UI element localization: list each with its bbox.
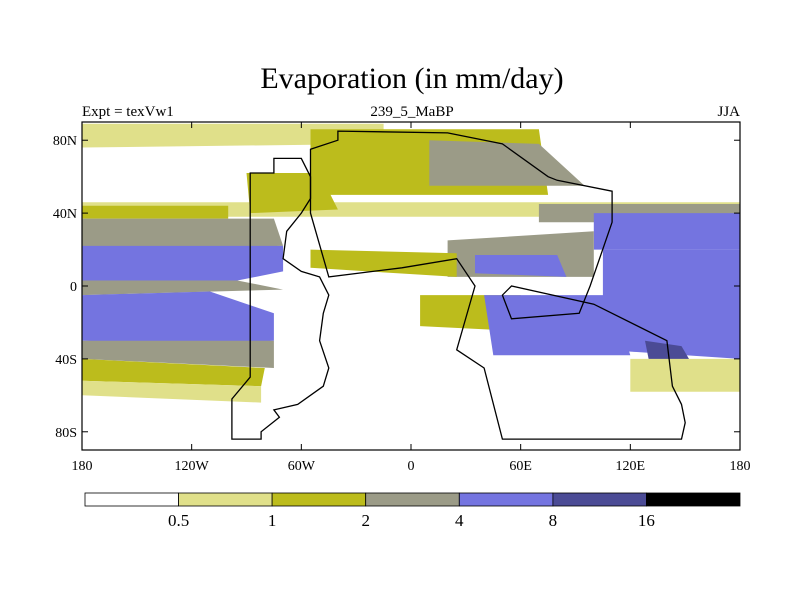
colorbar-label-5: 16: [638, 511, 655, 530]
contour-region-14: [593, 213, 740, 250]
contour-region-15: [602, 249, 740, 359]
contour-region-0: [82, 123, 384, 148]
colorbar: 0.5 1 2 4 8 16: [84, 492, 741, 530]
contour-region-2: [82, 205, 229, 219]
contour-region-17: [475, 255, 567, 277]
colorbar-box-2: [271, 492, 367, 507]
contour-region-20: [484, 295, 631, 356]
y-tick-label-2: 0: [70, 280, 77, 295]
colorbar-label-0: 0.5: [168, 511, 189, 530]
y-tick-label-1: 40N: [53, 207, 77, 222]
contour-region-7: [82, 340, 274, 368]
contour-region-18: [310, 249, 457, 277]
colorbar-box-6: [646, 492, 741, 507]
x-tick-label-6: 180: [730, 459, 751, 474]
contour-region-4: [82, 245, 284, 281]
y-tick-label-0: 80N: [53, 134, 77, 149]
x-tick-label-1: 120W: [175, 459, 210, 474]
x-tick-label-4: 60E: [509, 459, 532, 474]
contour-region-3: [82, 218, 284, 250]
x-tick-label-2: 60W: [288, 459, 316, 474]
continent-outline-layer: [231, 130, 686, 440]
chart-title: Evaporation (in mm/day): [260, 62, 563, 95]
colorbar-label-2: 2: [361, 511, 370, 530]
colorbar-box-0: [84, 492, 179, 507]
colorbar-box-5: [552, 492, 647, 507]
x-tick-label-0: 180: [72, 459, 93, 474]
x-axis: 180 120W 60W 0 60E 120E 180: [72, 122, 751, 474]
colorbar-label-4: 8: [549, 511, 558, 530]
contour-fill-layer: [82, 123, 740, 403]
contour-region-6: [82, 291, 274, 345]
y-axis: 80N 40N 0 40S 80S: [53, 134, 740, 441]
contour-region-12: [246, 173, 338, 214]
y-tick-label-3: 40S: [55, 353, 77, 368]
left-string-expt: Expt = texVw1: [82, 104, 174, 120]
center-string-date: 239_5_MaBP: [370, 104, 453, 120]
right-string-season: JJA: [717, 104, 740, 120]
colorbar-box-3: [365, 492, 460, 507]
colorbar-box-4: [458, 492, 554, 507]
x-tick-label-3: 0: [408, 459, 415, 474]
contour-region-9: [82, 380, 262, 403]
x-tick-label-5: 120E: [616, 459, 646, 474]
colorbar-label-3: 4: [455, 511, 464, 530]
colorbar-label-1: 1: [268, 511, 277, 530]
colorbar-box-1: [178, 492, 273, 507]
contour-region-8: [82, 358, 265, 387]
contour-region-22: [630, 358, 740, 392]
eastern-landmass-outline: [309, 130, 686, 440]
contour-region-5: [82, 280, 284, 296]
y-tick-label-4: 80S: [55, 426, 77, 441]
